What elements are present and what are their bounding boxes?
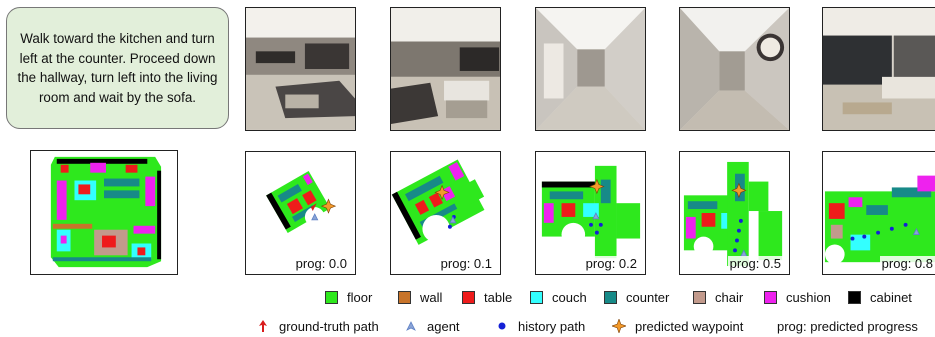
legend-item-floor: floor bbox=[325, 287, 372, 307]
floor-swatch-icon bbox=[325, 290, 338, 304]
legend-label: ground-truth path bbox=[279, 318, 379, 334]
progress-label: prog: 0.2 bbox=[583, 256, 639, 271]
symbol-legend: ground-truth path agent history path pre… bbox=[0, 316, 935, 336]
legend-item-couch: couch bbox=[530, 287, 587, 307]
legend-item-predicted-waypoint: predicted waypoint bbox=[612, 316, 743, 336]
legend-label: history path bbox=[518, 318, 586, 334]
legend-item-table: table bbox=[462, 287, 512, 307]
legend-label: counter bbox=[626, 289, 670, 305]
cabinet-swatch-icon bbox=[848, 290, 861, 304]
counter-swatch-icon bbox=[604, 290, 617, 304]
legend-item-wall: wall bbox=[398, 287, 442, 307]
legend-item-progress: prog: predicted progress bbox=[777, 316, 918, 336]
legend-item-cushion: cushion bbox=[764, 287, 831, 307]
observation-image-1 bbox=[245, 7, 356, 131]
legend-label: wall bbox=[420, 289, 443, 305]
progress-label: prog: 0.8 bbox=[879, 256, 935, 271]
legend-item-ground-truth-path: ground-truth path bbox=[256, 316, 379, 336]
cushion-swatch-icon bbox=[764, 290, 777, 304]
progress-label: prog: 0.0 bbox=[293, 256, 349, 271]
semantic-map-step-5: prog: 0.8 bbox=[822, 151, 935, 275]
legend-item-chair: chair bbox=[693, 287, 743, 307]
legend-label: cabinet bbox=[870, 289, 912, 305]
observation-image-5 bbox=[822, 7, 935, 131]
legend-label: cushion bbox=[786, 289, 831, 305]
semantic-map-step-1: prog: 0.0 bbox=[245, 151, 356, 275]
observation-image-3 bbox=[535, 7, 646, 131]
progress-label: prog: 0.5 bbox=[727, 256, 783, 271]
blue-dot-icon bbox=[495, 322, 509, 330]
orange-star-icon bbox=[612, 319, 626, 333]
instruction-text: Walk toward the kitchen and turn left at… bbox=[17, 31, 218, 105]
semantic-map-step-3: prog: 0.2 bbox=[535, 151, 646, 275]
agent-triangle-icon bbox=[404, 321, 418, 331]
category-legend: floor wall table couch counter chair cus… bbox=[0, 287, 935, 307]
couch-swatch-icon bbox=[530, 290, 543, 304]
semantic-map-step-4: prog: 0.5 bbox=[679, 151, 790, 275]
chair-swatch-icon bbox=[693, 290, 706, 304]
legend-item-counter: counter bbox=[604, 287, 669, 307]
observation-image-4 bbox=[679, 7, 790, 131]
legend-item-agent: agent bbox=[404, 316, 460, 336]
legend-label: floor bbox=[347, 289, 373, 305]
progress-label: prog: 0.1 bbox=[438, 256, 494, 271]
legend-item-history-path: history path bbox=[495, 316, 585, 336]
legend-label: table bbox=[484, 289, 513, 305]
table-swatch-icon bbox=[462, 290, 475, 304]
semantic-map-step-2: prog: 0.1 bbox=[390, 151, 501, 275]
observation-image-2 bbox=[390, 7, 501, 131]
overview-semantic-map bbox=[30, 150, 178, 275]
legend-label: couch bbox=[552, 289, 587, 305]
instruction-box: Walk toward the kitchen and turn left at… bbox=[6, 7, 229, 129]
legend-label: agent bbox=[427, 318, 460, 334]
red-arrow-icon bbox=[256, 320, 270, 332]
legend-label: predicted waypoint bbox=[635, 318, 744, 334]
wall-swatch-icon bbox=[398, 290, 411, 304]
legend-item-cabinet: cabinet bbox=[848, 287, 912, 307]
legend-label: prog: predicted progress bbox=[777, 318, 918, 334]
overview-map-graphic bbox=[31, 151, 177, 274]
legend-label: chair bbox=[715, 289, 744, 305]
